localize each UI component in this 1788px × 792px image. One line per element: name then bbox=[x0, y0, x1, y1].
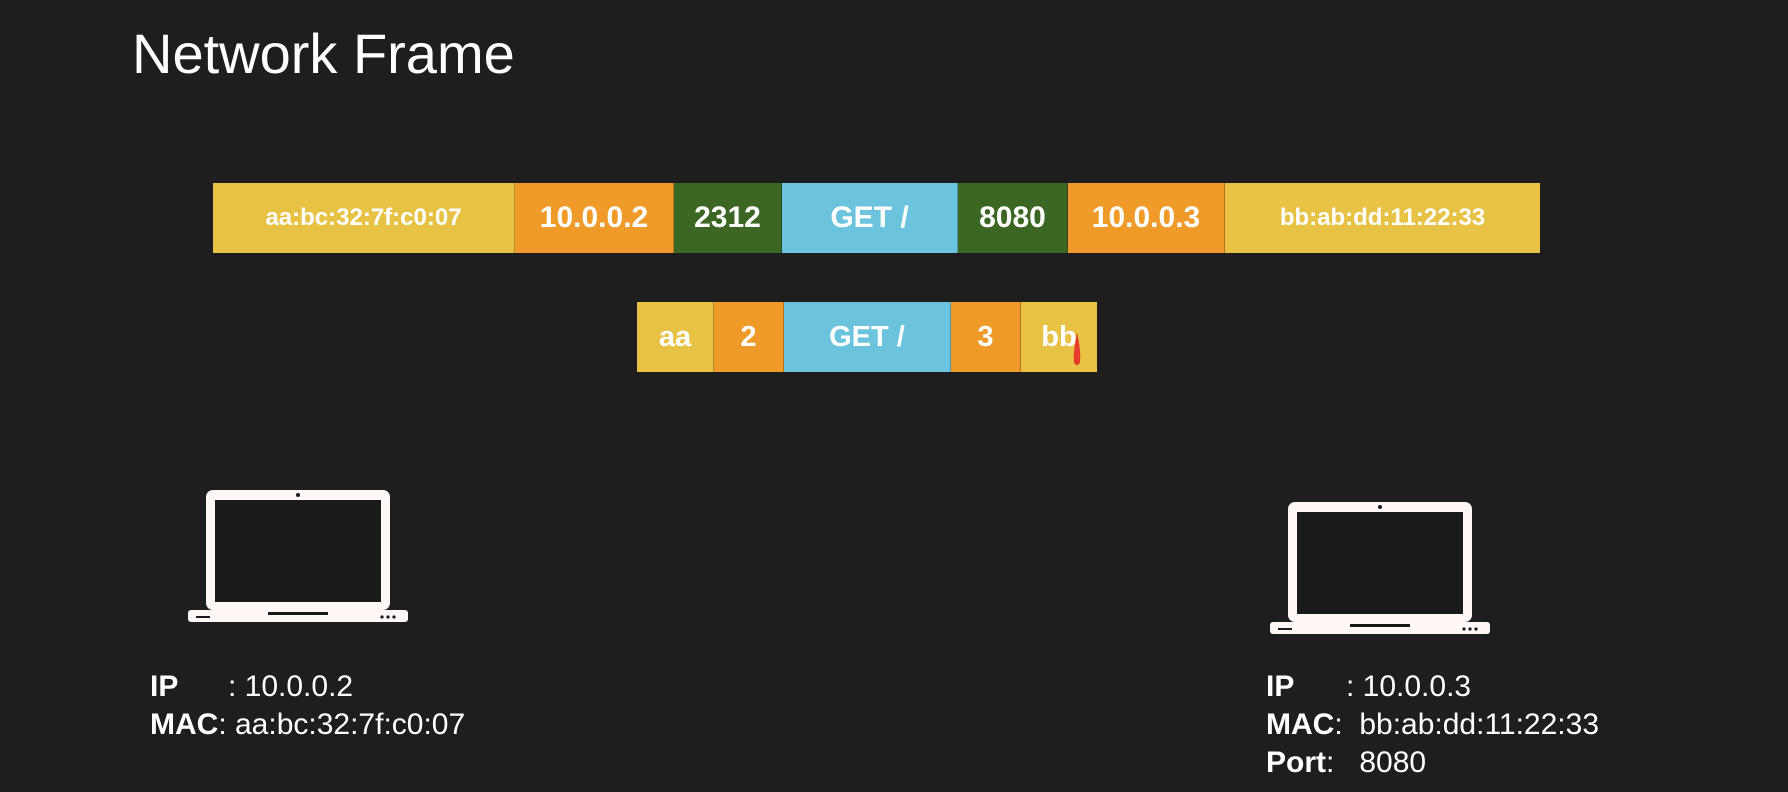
ip-value: : 10.0.0.3 bbox=[1346, 670, 1472, 703]
pointer-mark-icon bbox=[1073, 332, 1081, 365]
mac-value: : aa:bc:32:7f:c0:07 bbox=[218, 708, 466, 741]
frame-src-mac: aa:bc:32:7f:c0:07 bbox=[213, 183, 515, 253]
frame-payload: GET / bbox=[782, 183, 958, 253]
frame-src-ip: 10.0.0.2 bbox=[515, 183, 674, 253]
frame-src-port: 2312 bbox=[674, 183, 782, 253]
full-network-frame: aa:bc:32:7f:c0:07 10.0.0.2 2312 GET / 80… bbox=[213, 183, 1540, 253]
frame-dst-mac: bb:ab:dd:11:22:33 bbox=[1225, 183, 1540, 253]
short-frame-src-ip: 2 bbox=[714, 302, 784, 372]
mac-value: : bb:ab:dd:11:22:33 bbox=[1334, 708, 1600, 741]
laptop-icon bbox=[1270, 502, 1490, 634]
port-value: : 8080 bbox=[1326, 746, 1427, 779]
right-mac-row: MAC : bb:ab:dd:11:22:33 bbox=[1266, 706, 1599, 744]
ip-key: IP bbox=[150, 670, 179, 703]
short-frame-dst-ip: 3 bbox=[951, 302, 1021, 372]
right-host-info: IP : 10.0.0.3 MAC : bb:ab:dd:11:22:33 Po… bbox=[1266, 668, 1599, 782]
left-ip-row: IP : 10.0.0.2 bbox=[150, 668, 465, 706]
left-host-info: IP : 10.0.0.2 MAC : aa:bc:32:7f:c0:07 bbox=[150, 668, 465, 744]
left-mac-row: MAC : aa:bc:32:7f:c0:07 bbox=[150, 706, 465, 744]
right-ip-row: IP : 10.0.0.3 bbox=[1266, 668, 1599, 706]
frame-dst-port: 8080 bbox=[958, 183, 1068, 253]
page-title: Network Frame bbox=[132, 22, 515, 85]
right-port-row: Port : 8080 bbox=[1266, 744, 1599, 782]
mac-key: MAC bbox=[150, 708, 219, 741]
ip-value: : 10.0.0.2 bbox=[228, 670, 354, 703]
short-frame-dst-mac: bb bbox=[1021, 302, 1097, 372]
short-frame-payload: GET / bbox=[784, 302, 951, 372]
port-key: Port bbox=[1266, 746, 1326, 779]
short-network-frame: aa 2 GET / 3 bb bbox=[637, 302, 1097, 372]
ip-key: IP bbox=[1266, 670, 1295, 703]
laptop-icon bbox=[188, 490, 408, 622]
frame-dst-ip: 10.0.0.3 bbox=[1068, 183, 1225, 253]
mac-key: MAC bbox=[1266, 708, 1335, 741]
short-frame-src-mac: aa bbox=[637, 302, 714, 372]
